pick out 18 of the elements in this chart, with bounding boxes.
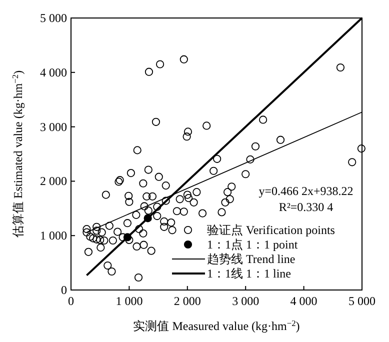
y-tick-label: 4 000	[40, 65, 67, 80]
legend-label: 1：1点 1：1 point	[207, 238, 298, 252]
y-tick-label: 3 000	[40, 120, 67, 134]
x-tick-label: 5 000	[348, 294, 376, 308]
x-tick-label: 1 000	[116, 294, 143, 308]
x-axis-title: 实测值 Measured value (kg·hm$^{−2}$)	[133, 318, 300, 333]
legend-label: 1：1线 1：1 line	[207, 266, 291, 280]
annotation: R²=0.330 4	[278, 200, 334, 214]
x-tick-label: 4 000	[290, 294, 318, 308]
legend-label: 验证点 Verification points	[207, 223, 336, 237]
x-tick-label: 3 000	[232, 294, 260, 308]
legend-label: 趋势线 Trend line	[207, 252, 296, 266]
y-tick-label: 5 000	[40, 11, 67, 25]
y-tick-label: 2 000	[40, 174, 67, 188]
annotation: y=0.466 2x+938.22	[258, 184, 354, 198]
x-tick-label: 2 000	[174, 294, 201, 308]
y-tick-label: 0	[61, 283, 67, 297]
y-tick-label: 1 000	[40, 228, 67, 243]
